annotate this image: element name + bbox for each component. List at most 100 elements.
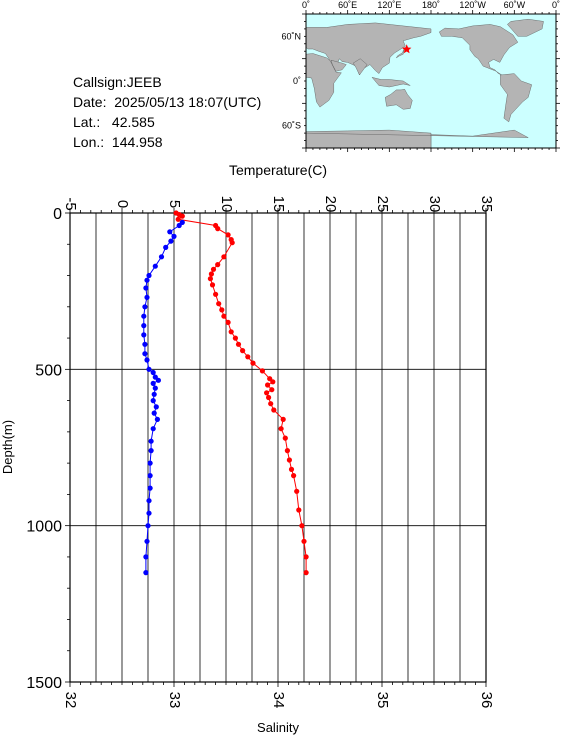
- greenland-land: [507, 18, 544, 37]
- land-masses: [305, 18, 544, 149]
- temperature-point: [291, 473, 297, 479]
- indonesia-land: [371, 76, 411, 88]
- map-lon-label: 120˚W: [459, 0, 486, 10]
- temperature-tick-label: 25: [374, 196, 391, 213]
- salinity-point: [152, 374, 158, 380]
- north-america-land: [439, 24, 519, 76]
- salinity-point: [147, 473, 153, 479]
- temperature-point: [270, 379, 276, 385]
- map-lon-label: 180˚: [422, 0, 440, 10]
- salinity-point: [146, 510, 152, 516]
- temperature-point: [280, 416, 286, 422]
- depth-tick-label: 0: [53, 206, 62, 223]
- salinity-point: [151, 410, 157, 416]
- salinity-point: [142, 351, 148, 357]
- temperature-point: [282, 435, 288, 441]
- callsign-text: Callsign:JEEB: [73, 74, 162, 90]
- map-lon-label: 0˚: [302, 0, 310, 10]
- temperature-point: [208, 271, 214, 277]
- salinity-point: [143, 285, 149, 291]
- salinity-point: [144, 357, 150, 363]
- australia-land: [384, 88, 413, 110]
- salinity-point: [146, 272, 152, 279]
- temperature-point: [225, 232, 231, 238]
- temperature-point: [179, 213, 185, 219]
- temperature-point: [219, 307, 225, 313]
- map-lon-label: 0˚: [552, 0, 560, 10]
- temperature-line: [175, 212, 307, 573]
- salinity-point: [167, 229, 173, 235]
- salinity-point: [141, 332, 147, 338]
- map-lat-label: 0˚: [293, 76, 301, 86]
- salinity-series: [141, 219, 185, 576]
- depth-tick-label: 500: [35, 362, 62, 379]
- salinity-point: [147, 485, 153, 491]
- south-america-land: [500, 73, 532, 123]
- temperature-point: [221, 254, 227, 260]
- salinity-point: [147, 460, 153, 466]
- temperature-point: [213, 291, 219, 297]
- salinity-point: [150, 380, 156, 386]
- date-text: Date: 2025/05/13 18:07(UTC): [73, 94, 262, 110]
- salinity-point: [141, 323, 147, 329]
- temperature-point: [303, 554, 309, 560]
- temperature-point: [278, 426, 284, 432]
- temperature-point: [207, 276, 213, 282]
- location-map: 0˚ 60˚E 120˚E 180˚ 120˚W 60˚W 0˚ 60˚N 0˚ 60˚S: [281, 0, 560, 152]
- map-lon-label: 60˚E: [338, 0, 357, 10]
- temperature-point: [250, 360, 256, 366]
- map-lon-label: 120˚E: [377, 0, 401, 10]
- salinity-point: [144, 277, 150, 283]
- temperature-point: [216, 301, 222, 307]
- temperature-tick-label: 0: [114, 200, 131, 208]
- temperature-point: [268, 401, 274, 407]
- salinity-point: [146, 498, 152, 504]
- salinity-point: [146, 366, 152, 372]
- temperature-tick-label: 10: [218, 196, 235, 213]
- salinity-point: [143, 570, 149, 576]
- salinity-point: [176, 222, 182, 229]
- latitude-text: Lat.: 42.585: [73, 114, 155, 130]
- salinity-point: [145, 523, 151, 529]
- temperature-tick-label: 20: [322, 196, 339, 213]
- temperature-tick-label: 15: [270, 196, 287, 213]
- temperature-point: [209, 282, 216, 288]
- temperature-point: [235, 341, 242, 347]
- salinity-point: [152, 385, 158, 391]
- temperature-point: [232, 335, 238, 341]
- salinity-point: [148, 438, 154, 444]
- map-lat-label: 60˚N: [281, 31, 301, 41]
- temperature-point: [228, 329, 234, 335]
- depth-tick-label: 1500: [26, 675, 62, 692]
- temperature-series: [173, 210, 309, 576]
- salinity-point: [144, 538, 150, 544]
- india-land: [352, 58, 368, 76]
- arabia-land: [330, 59, 347, 72]
- temperature-tick-label: 5: [166, 200, 183, 208]
- depth-tick-label: 1000: [26, 519, 62, 536]
- temperature-point: [225, 319, 231, 325]
- temperature-point: [266, 394, 272, 401]
- salinity-point: [153, 404, 159, 410]
- temperature-point: [271, 407, 277, 413]
- temperature-point: [265, 382, 271, 388]
- map-lat-label: 60˚S: [282, 121, 301, 131]
- salinity-tick-label: 36: [478, 692, 495, 709]
- salinity-point: [168, 238, 174, 244]
- temperature-point: [240, 348, 246, 354]
- salinity-point: [143, 554, 149, 560]
- temperature-point: [259, 368, 265, 374]
- temperature-point: [294, 488, 300, 494]
- salinity-point: [158, 254, 165, 260]
- salinity-tick-label: 35: [374, 692, 391, 709]
- salinity-point: [163, 244, 169, 250]
- salinity-point: [144, 294, 150, 300]
- depth-axis-title: Depth(m): [0, 420, 15, 474]
- salinity-point: [171, 233, 177, 239]
- salinity-tick-label: 33: [166, 692, 183, 709]
- temperature-point: [269, 387, 275, 393]
- salinity-tick-label: 34: [270, 692, 287, 709]
- salinity-point: [150, 398, 156, 404]
- temperature-tick-label: 35: [478, 196, 495, 213]
